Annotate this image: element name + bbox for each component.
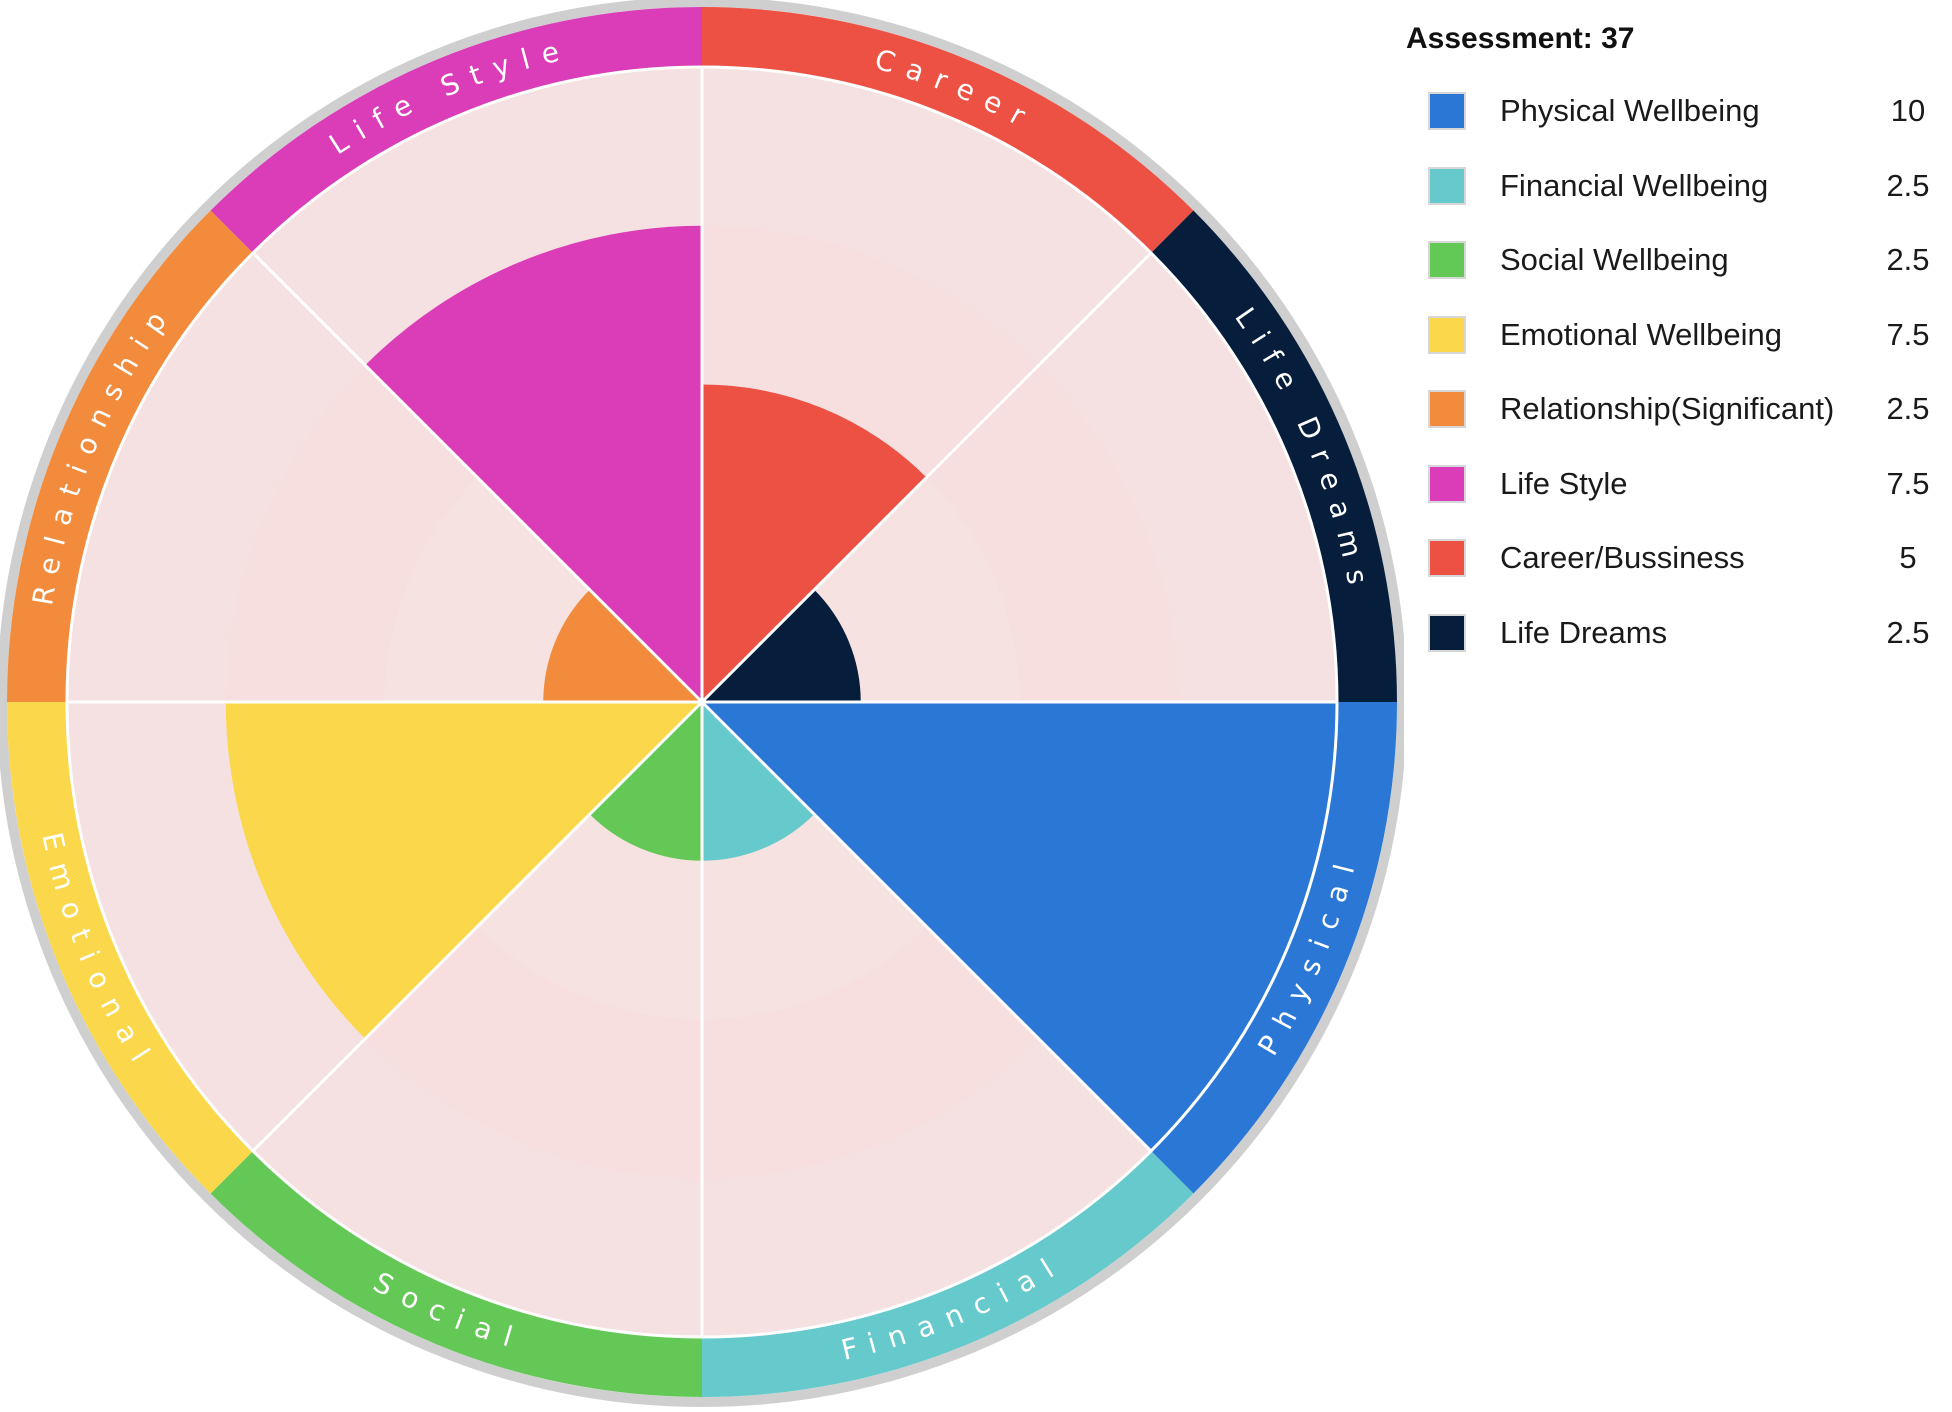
ring-segment-financial bbox=[702, 1151, 1194, 1397]
wedge-physical bbox=[702, 702, 1337, 1152]
legend-label: Physical Wellbeing bbox=[1500, 93, 1760, 129]
legend-swatch bbox=[1428, 539, 1466, 578]
legend-label: Life Style bbox=[1500, 465, 1628, 501]
wedge-life-dreams bbox=[702, 589, 861, 702]
divider-line bbox=[700, 700, 1153, 1153]
assessment-title: Assessment: 37 bbox=[1406, 22, 1635, 55]
legend-value: 7.5 bbox=[1886, 465, 1930, 501]
wedge-social bbox=[589, 702, 702, 861]
wedge-life-style bbox=[365, 225, 702, 702]
wheel-chart: PhysicalFinancialSocialEmotionalRelation… bbox=[0, 0, 1404, 1407]
category-ring bbox=[7, 7, 1397, 1397]
legend-item: Career/Bussiness 5 bbox=[1404, 521, 1952, 596]
legend-value: 2.5 bbox=[1886, 391, 1930, 427]
ring-segment-relationship bbox=[7, 210, 253, 702]
legend-value: 2.5 bbox=[1886, 614, 1930, 650]
data-area-edge bbox=[65, 65, 1339, 1339]
legend-list: Physical Wellbeing 10 Financial Wellbeing 2… bbox=[1404, 74, 1952, 670]
ring-segment-career bbox=[702, 7, 1194, 253]
wedge-emotional bbox=[225, 702, 702, 1039]
ring-segment-life-style bbox=[210, 7, 702, 253]
legend-swatch bbox=[1428, 166, 1466, 205]
legend-item: Life Dreams 2.5 bbox=[1404, 596, 1952, 671]
wedge-financial bbox=[702, 702, 815, 861]
legend-label: Financial Wellbeing bbox=[1500, 167, 1769, 203]
legend-label: Social Wellbeing bbox=[1500, 242, 1729, 278]
legend-value: 2.5 bbox=[1886, 242, 1930, 278]
legend-item: Financial Wellbeing 2.5 bbox=[1404, 149, 1952, 224]
wedge-career bbox=[702, 384, 927, 702]
legend-item: Life Style 7.5 bbox=[1404, 447, 1952, 522]
legend-label: Career/Bussiness bbox=[1500, 540, 1745, 576]
ring-segment-emotional bbox=[7, 702, 253, 1194]
divider-line bbox=[251, 700, 704, 1153]
legend-item: Physical Wellbeing 10 bbox=[1404, 74, 1952, 149]
legend-swatch bbox=[1428, 92, 1466, 131]
legend-value: 7.5 bbox=[1886, 316, 1930, 352]
legend-swatch bbox=[1428, 315, 1466, 354]
legend-label: Relationship(Significant) bbox=[1500, 391, 1835, 427]
ring-segment-life-dreams bbox=[1151, 210, 1397, 702]
legend-item: Emotional Wellbeing 7.5 bbox=[1404, 298, 1952, 373]
legend-item: Social Wellbeing 2.5 bbox=[1404, 223, 1952, 298]
legend-value: 2.5 bbox=[1886, 167, 1930, 203]
ring-segment-physical bbox=[1151, 702, 1397, 1194]
legend-swatch bbox=[1428, 390, 1466, 429]
legend-swatch bbox=[1428, 464, 1466, 503]
legend-label: Life Dreams bbox=[1500, 614, 1668, 650]
value-wedges bbox=[225, 225, 1337, 1152]
legend: Assessment: 37 Physical Wellbeing 10 Finan… bbox=[1404, 22, 1952, 670]
legend-value: 5 bbox=[1899, 540, 1917, 576]
legend-swatch bbox=[1428, 241, 1466, 280]
legend-swatch bbox=[1428, 613, 1466, 652]
divider-line bbox=[251, 251, 704, 704]
divider-line bbox=[700, 251, 1153, 704]
wedge-relationship bbox=[543, 589, 702, 702]
legend-item: Relationship(Significant) 2.5 bbox=[1404, 372, 1952, 447]
ring-segment-social bbox=[210, 1151, 702, 1397]
legend-label: Emotional Wellbeing bbox=[1500, 316, 1783, 352]
outer-border bbox=[0, 0, 1404, 1407]
sector-dividers bbox=[65, 65, 1339, 1339]
legend-value: 10 bbox=[1890, 93, 1926, 129]
